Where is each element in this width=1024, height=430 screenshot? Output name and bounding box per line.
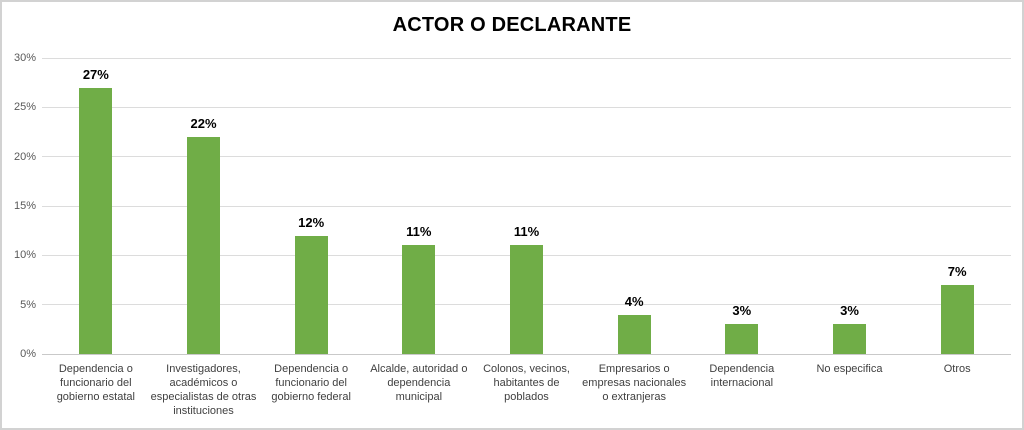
y-tick-label: 25%: [13, 101, 36, 114]
x-category-label: Dependencia o funcionario del gobierno e…: [56, 363, 135, 403]
bar: [510, 245, 543, 354]
gridline: [42, 57, 1011, 59]
x-category-label: Dependencia o funcionario del gobierno f…: [271, 363, 351, 403]
y-tick-label: 5%: [20, 298, 36, 311]
x-category-label: Empresarios o empresas nacionales o extr…: [582, 363, 687, 403]
x-category-label: Investigadores, académicos o especialist…: [150, 363, 257, 417]
bar-value-label: 27%: [82, 66, 109, 82]
x-category-label: Otros: [943, 363, 971, 375]
bar-value-label: 3%: [840, 303, 859, 319]
bar: [940, 284, 974, 354]
y-tick-label: 30%: [13, 52, 36, 64]
x-category-label: No especifica: [816, 363, 883, 375]
y-tick-label: 15%: [13, 200, 36, 212]
gridline: [42, 205, 1011, 207]
gridline: [42, 156, 1011, 158]
bar-value-label: 11%: [513, 224, 540, 240]
x-category-label: Dependencia internacional: [709, 363, 775, 389]
bar: [79, 87, 113, 354]
bar-value-label: 7%: [947, 263, 967, 279]
bar: [617, 314, 651, 354]
gridline: [42, 106, 1011, 108]
x-category-label: Alcalde, autoridad o dependencia municip…: [370, 363, 468, 403]
y-tick-label: 10%: [13, 249, 36, 262]
bar-value-label: 22%: [190, 115, 217, 131]
x-category-label: Colonos, vecinos, habitantes de poblados: [483, 363, 570, 403]
chart-title: ACTOR O DECLARANTE: [392, 14, 632, 36]
x-axis-line: [42, 353, 1011, 355]
bar-value-label: 11%: [406, 224, 432, 240]
bar: [294, 235, 328, 354]
bar: [187, 136, 220, 354]
y-tick-label: 20%: [13, 150, 36, 163]
bar: [402, 245, 436, 354]
bar-value-label: 12%: [298, 214, 325, 230]
y-tick-label: 0%: [20, 348, 36, 360]
bar: [833, 324, 866, 354]
bar-value-label: 4%: [624, 293, 644, 309]
bar: [725, 324, 759, 354]
bar-value-label: 3%: [732, 303, 752, 319]
